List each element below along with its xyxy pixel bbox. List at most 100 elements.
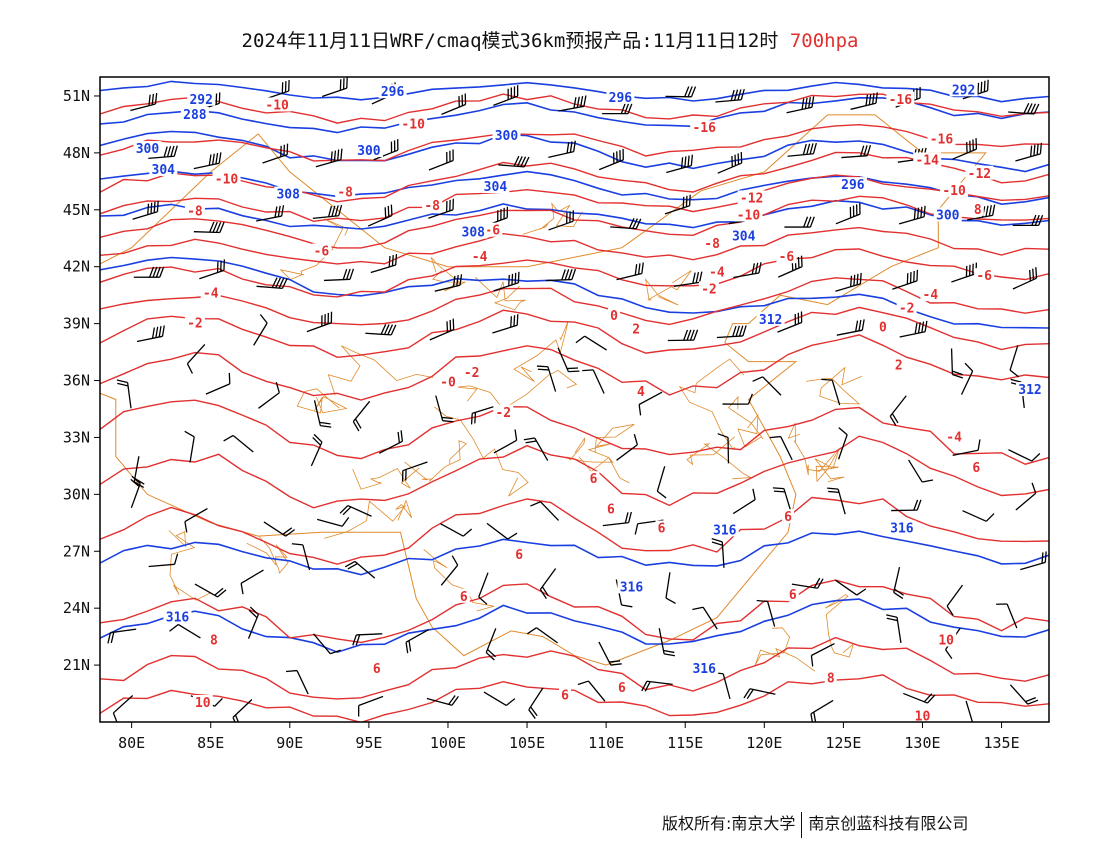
temperature-contours xyxy=(100,93,1049,722)
temperature-label-bg xyxy=(457,588,470,603)
temperature-label: -10 xyxy=(737,208,761,223)
wind-barb xyxy=(373,139,399,161)
geopotential-label-bg xyxy=(180,106,209,121)
geopotential-label-bg xyxy=(481,179,510,194)
wind-barb xyxy=(285,669,309,695)
geopotential-label-bg xyxy=(838,177,867,192)
wind-barb xyxy=(850,92,878,110)
temperature-label: -4 xyxy=(709,265,725,280)
wind-barb xyxy=(548,210,574,231)
wind-barb xyxy=(667,329,699,342)
wind-barb xyxy=(352,633,383,646)
wind-barb xyxy=(960,362,974,395)
wind-barb xyxy=(666,154,694,174)
wind-barb xyxy=(194,583,227,598)
wind-barb xyxy=(205,372,231,395)
wind-barb xyxy=(313,400,332,428)
temperature-label: -8 xyxy=(187,205,203,220)
contour-line xyxy=(100,248,1049,298)
wind-barb xyxy=(1020,551,1047,571)
copyright-left: 版权所有:南京大学 xyxy=(662,814,796,833)
geopotential-label-bg xyxy=(756,311,785,326)
contour-line xyxy=(100,579,1049,644)
contour-line xyxy=(100,170,1049,206)
wind-barb xyxy=(1012,214,1044,227)
temperature-label-bg xyxy=(936,632,957,647)
wind-barb xyxy=(116,379,132,409)
temperature-label: -16 xyxy=(889,93,913,108)
wind-barb xyxy=(492,314,519,334)
temperature-label-bg xyxy=(734,207,763,222)
contour-line xyxy=(100,598,1049,654)
contour-line xyxy=(100,277,1049,326)
wind-barb xyxy=(186,343,206,374)
temperature-label: 10 xyxy=(915,709,931,724)
geopotential-label-bg xyxy=(459,224,488,239)
temperature-label: -2 xyxy=(187,317,203,332)
wind-barb xyxy=(313,633,341,655)
y-tick-label: 27N xyxy=(63,542,90,560)
temperature-label: -10 xyxy=(215,172,239,187)
wind-barb xyxy=(557,347,580,373)
geopotential-label-bg xyxy=(492,127,521,142)
x-tick-label: 125E xyxy=(825,734,861,752)
wind-barb xyxy=(673,271,703,287)
x-tick-label: 130E xyxy=(904,734,940,752)
geopotential-label: 304 xyxy=(152,163,176,178)
y-tick-label: 30N xyxy=(63,485,90,503)
wind-barb xyxy=(315,148,343,168)
temperature-label-bg xyxy=(690,120,719,135)
wind-barb xyxy=(598,641,622,666)
temperature-label-bg xyxy=(920,287,941,302)
wind-barb xyxy=(717,152,743,174)
map-title: 2024年11月11日WRF/cmaq模式36km预报产品:11月11日12时 … xyxy=(0,26,1100,53)
wind-barb xyxy=(136,325,165,343)
province-boundary xyxy=(522,202,583,235)
x-tick-label: 110E xyxy=(588,734,624,752)
contour-line xyxy=(100,151,1049,203)
province-boundary xyxy=(246,536,289,574)
wind-barb xyxy=(893,566,904,600)
temperature-label: 6 xyxy=(607,503,615,518)
copyright-divider xyxy=(801,811,803,838)
wind-barb xyxy=(485,628,497,661)
wind-barb xyxy=(493,271,520,292)
wind-barb xyxy=(1008,102,1040,115)
temperature-label: 8 xyxy=(827,671,835,686)
temperature-label-bg xyxy=(207,632,220,647)
temperature-label-bg xyxy=(587,471,600,486)
contour-line xyxy=(100,674,1049,722)
wind-barb xyxy=(193,221,225,234)
wind-barb xyxy=(692,606,718,630)
temperature-label: 4 xyxy=(637,385,645,400)
wind-barb xyxy=(401,461,428,482)
temperature-label-bg xyxy=(971,201,984,216)
geopotential-label-bg xyxy=(606,89,635,104)
country-boundary xyxy=(100,114,987,666)
x-tick-label: 100E xyxy=(430,734,466,752)
geopotential-label-bg xyxy=(187,91,216,106)
geopotential-label-bg xyxy=(163,609,192,624)
temperature-label-bg xyxy=(311,243,332,258)
province-boundary xyxy=(324,499,413,539)
temperature-label: -2 xyxy=(899,301,915,316)
province-boundary xyxy=(423,548,495,612)
temperature-label-bg xyxy=(184,315,205,330)
temperature-label-bg xyxy=(461,364,482,379)
wind-barb xyxy=(428,198,454,219)
temperature-label: 6 xyxy=(784,510,792,525)
wind-barb xyxy=(478,572,489,605)
temperature-label: 6 xyxy=(590,472,598,487)
wind-barb xyxy=(370,253,398,274)
temperature-label-bg xyxy=(706,264,727,279)
wind-barb xyxy=(240,569,264,595)
wind-barb xyxy=(836,319,865,336)
province-boundary xyxy=(824,594,855,658)
geopotential-label-bg xyxy=(133,141,162,156)
contour-line xyxy=(100,226,1049,265)
temperature-label-bg xyxy=(940,182,969,197)
temperature-label: 6 xyxy=(515,548,523,563)
temperature-label-bg xyxy=(212,171,241,186)
wind-barb xyxy=(493,85,519,106)
